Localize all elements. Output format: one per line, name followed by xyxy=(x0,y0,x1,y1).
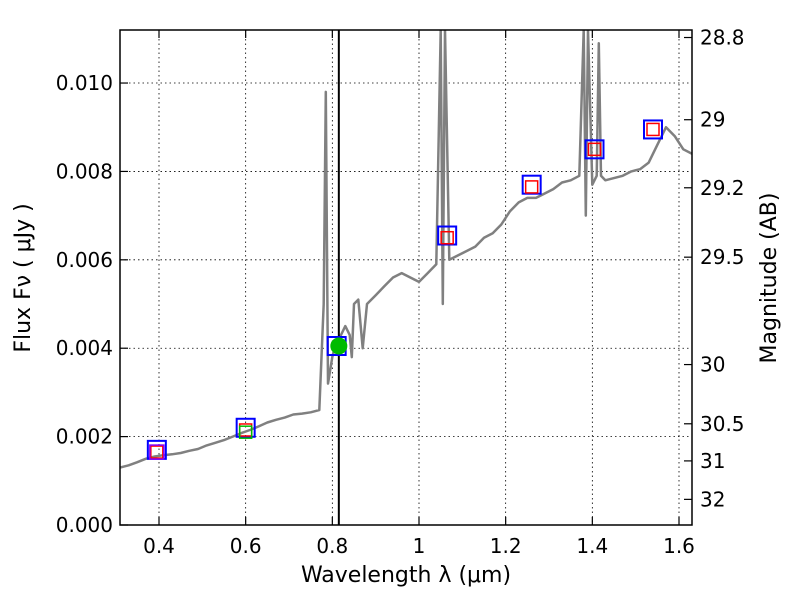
green-square-marker xyxy=(238,425,253,439)
green-dot-marker xyxy=(330,337,348,355)
x-tick-label: 0.6 xyxy=(230,534,262,558)
red-square-marker xyxy=(646,122,660,137)
red-square-marker xyxy=(587,142,602,157)
mag-tick-label: 30.5 xyxy=(700,412,745,436)
blue-square-marker xyxy=(521,174,542,195)
tick-labels: 0.4 0.6 0.8 1 1.2 1.4 1.6 0.000 0.002 0.004 0.006 0… xyxy=(56,26,745,558)
grid-lines xyxy=(120,30,692,525)
y-tick-label: 0.010 xyxy=(56,71,113,95)
y-tick-label: 0.000 xyxy=(56,513,113,537)
plot-frame xyxy=(119,29,693,526)
red-square-marker xyxy=(150,445,164,459)
mag-tick-label: 29.2 xyxy=(700,176,745,200)
x-tick-label: 0.8 xyxy=(316,534,348,558)
x-tick-label: 1.6 xyxy=(663,534,695,558)
y-tick-label: 0.002 xyxy=(56,425,113,449)
plot-border xyxy=(119,29,693,526)
x-axis-title: Wavelength λ (μm) xyxy=(301,563,511,588)
purple-square-marker xyxy=(149,444,165,460)
tick-marks xyxy=(120,30,692,526)
right-axis-title: Magnitude (AB) xyxy=(757,193,782,364)
mag-tick-label: 30 xyxy=(700,353,725,377)
mag-tick-label: 31 xyxy=(700,449,725,473)
y-tick-label: 0.006 xyxy=(56,248,113,272)
photometry-markers xyxy=(146,119,663,460)
red-square-marker xyxy=(524,180,539,194)
blue-square-marker xyxy=(235,417,256,438)
series-line xyxy=(120,30,692,469)
x-tick-label: 1 xyxy=(413,534,426,558)
mag-tick-label: 32 xyxy=(700,487,725,511)
blue-square-marker xyxy=(643,119,663,140)
y-tick-label: 0.004 xyxy=(56,336,113,360)
x-tick-label: 1.4 xyxy=(576,534,608,558)
blue-square-marker xyxy=(437,225,458,246)
y-axis-title: Flux Fν ( μJy ) xyxy=(11,203,36,352)
mag-tick-label: 29 xyxy=(700,108,725,132)
x-tick-label: 0.4 xyxy=(143,534,175,558)
y-tick-label: 0.008 xyxy=(56,159,113,183)
blue-square-marker xyxy=(584,139,605,160)
red-square-marker xyxy=(440,230,454,245)
series-layer xyxy=(120,30,692,469)
mag-tick-label: 29.5 xyxy=(700,245,745,269)
x-tick-label: 1.2 xyxy=(490,534,522,558)
mag-tick-label: 28.8 xyxy=(700,26,745,50)
